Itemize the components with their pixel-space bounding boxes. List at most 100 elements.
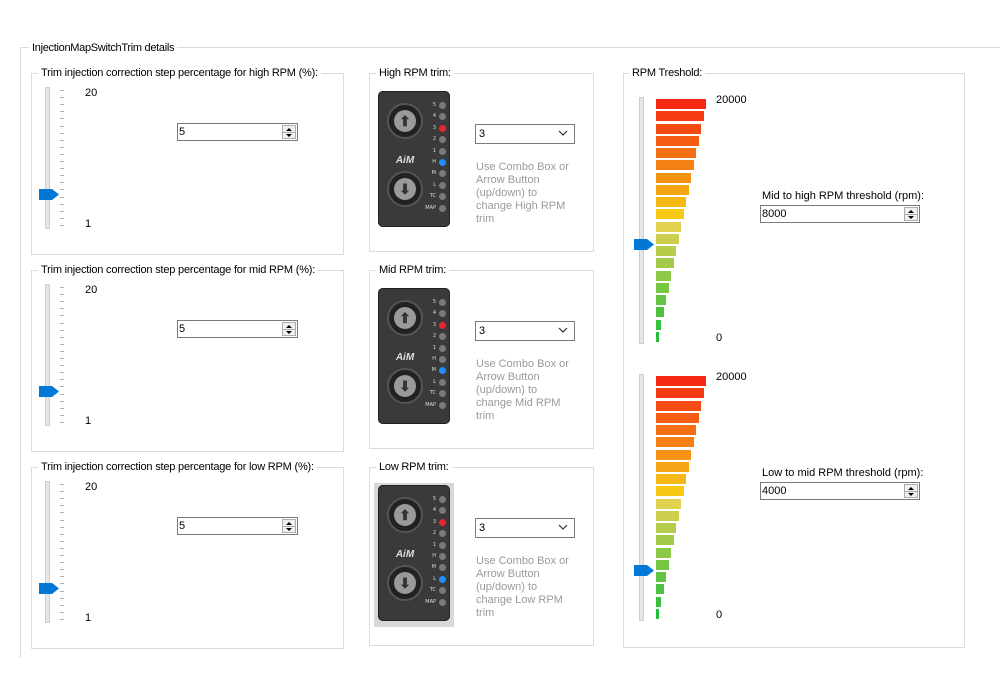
led-indicator [439, 136, 446, 144]
slider-tick [60, 204, 64, 205]
mid-high-rpm-threshold-spinner[interactable] [760, 205, 920, 223]
spinner-down-arrow-icon[interactable] [283, 526, 295, 532]
high-rpm-step-slider-thumb[interactable] [39, 189, 59, 200]
keypad-down-button: ⬇ [387, 171, 423, 207]
mid-high-rpm-slider-thumb[interactable] [634, 239, 654, 250]
spinner-buttons[interactable] [282, 125, 296, 139]
low-rpm-step-spinner[interactable] [177, 517, 298, 535]
led-label: H [432, 158, 436, 165]
high-rpm-step-slider-track[interactable] [45, 87, 50, 229]
slider-tick [60, 527, 64, 528]
slider-tick [60, 287, 64, 288]
slider-tick [60, 612, 64, 613]
rpm-level-bar [656, 124, 701, 134]
rpm-level-bar [656, 584, 664, 594]
spinner-up-arrow-icon[interactable] [283, 126, 295, 133]
low-mid-rpm-threshold-spinner[interactable] [760, 482, 920, 500]
spinner-down-arrow-icon[interactable] [283, 132, 295, 138]
spinner-buttons[interactable] [282, 519, 296, 533]
spinner-down-arrow-icon[interactable] [283, 329, 295, 335]
rpm-level-bar [656, 523, 676, 533]
spinner-buttons[interactable] [904, 484, 918, 498]
led-label: 3 [432, 518, 436, 525]
slider-tick [60, 605, 64, 606]
led-label: 3 [432, 321, 436, 328]
spinner-up-arrow-icon[interactable] [905, 485, 917, 492]
low-rpm-trim-combo[interactable]: 3 [475, 518, 575, 538]
slider-tick [60, 491, 64, 492]
slider-tick [60, 562, 64, 563]
mid-rpm-step-spinner[interactable] [177, 320, 298, 338]
low-mid-rpm-slider-track[interactable] [639, 374, 644, 621]
chevron-down-icon[interactable] [558, 522, 568, 532]
led-indicator [439, 518, 446, 526]
led-label: H [432, 355, 436, 362]
low-mid-rpm-max-label: 20000 [716, 371, 747, 383]
low-rpm-step-input[interactable] [179, 519, 275, 533]
mid-rpm-trim-combo[interactable]: 3 [475, 321, 575, 341]
rpm-level-bar [656, 413, 699, 423]
led-indicator [439, 507, 446, 515]
slider-tick [60, 365, 64, 366]
slider-tick [60, 379, 64, 380]
spinner-up-arrow-icon[interactable] [905, 208, 917, 215]
keypad-down-button: ⬇ [387, 368, 423, 404]
slider-tick [60, 358, 64, 359]
mid-rpm-step-slider-track[interactable] [45, 284, 50, 426]
spinner-buttons[interactable] [282, 322, 296, 336]
slider-tick [60, 505, 64, 506]
low-rpm-step-slider-track[interactable] [45, 481, 50, 623]
led-indicator [439, 102, 446, 109]
spinner-down-arrow-icon[interactable] [905, 491, 917, 497]
high-rpm-trim-combo[interactable]: 3 [475, 124, 575, 144]
rpm-level-bar [656, 388, 704, 398]
slider-tick [60, 520, 64, 521]
led-label: L [433, 378, 436, 385]
slider-tick [60, 394, 64, 395]
led-label: M [431, 367, 436, 374]
slider-tick [60, 548, 64, 549]
aim-logo: AiM [395, 155, 415, 166]
slider-tick [60, 401, 64, 402]
slider-tick [60, 512, 64, 513]
chevron-down-icon[interactable] [558, 128, 568, 138]
led-label: 3 [432, 124, 436, 131]
arrow-up-icon: ⬆ [394, 110, 416, 132]
low-rpm-trim-hint: Use Combo Box or Arrow Button (up/down) … [476, 555, 569, 619]
low-mid-rpm-slider-thumb[interactable] [634, 565, 654, 576]
led-indicator [439, 530, 446, 538]
spinner-up-arrow-icon[interactable] [283, 323, 295, 330]
high-rpm-step-spinner[interactable] [177, 123, 298, 141]
spinner-up-arrow-icon[interactable] [283, 520, 295, 527]
spinner-buttons[interactable] [904, 207, 918, 221]
rpm-level-bar [656, 462, 689, 472]
mid-rpm-step-input[interactable] [179, 322, 275, 336]
led-indicator [439, 564, 446, 572]
spinner-down-arrow-icon[interactable] [905, 214, 917, 220]
low-mid-rpm-threshold-input[interactable] [762, 484, 889, 498]
led-indicator [439, 378, 446, 386]
mid-rpm-step-slider-thumb[interactable] [39, 386, 59, 397]
led-label: 2 [432, 530, 436, 537]
mid-high-rpm-threshold-input[interactable] [762, 207, 889, 221]
arrow-down-icon: ⬇ [394, 178, 416, 200]
mid-high-rpm-slider-track[interactable] [639, 97, 644, 344]
led-indicator [439, 552, 446, 560]
high-rpm-step-input[interactable] [179, 125, 275, 139]
slider-tick [60, 583, 64, 584]
rpm-level-bar [656, 425, 696, 435]
slider-tick [60, 301, 64, 302]
slider-tick [60, 225, 64, 226]
mid-rpm-trim-group [369, 270, 594, 449]
low-rpm-step-slider-thumb[interactable] [39, 583, 59, 594]
chevron-down-icon[interactable] [558, 325, 568, 335]
high-rpm-step-scale-max: 20 [85, 87, 98, 99]
high-rpm-trim-group [369, 73, 594, 252]
led-indicator [439, 321, 446, 329]
led-indicator [439, 355, 446, 363]
mid-rpm-keypad-image: ⬆ AiM ⬇ 5 4 3 2 1 H M L TC MAP [378, 288, 450, 424]
slider-tick [60, 154, 64, 155]
rpm-level-bar [656, 376, 706, 386]
led-indicator [439, 299, 446, 306]
led-label: M [431, 564, 436, 571]
